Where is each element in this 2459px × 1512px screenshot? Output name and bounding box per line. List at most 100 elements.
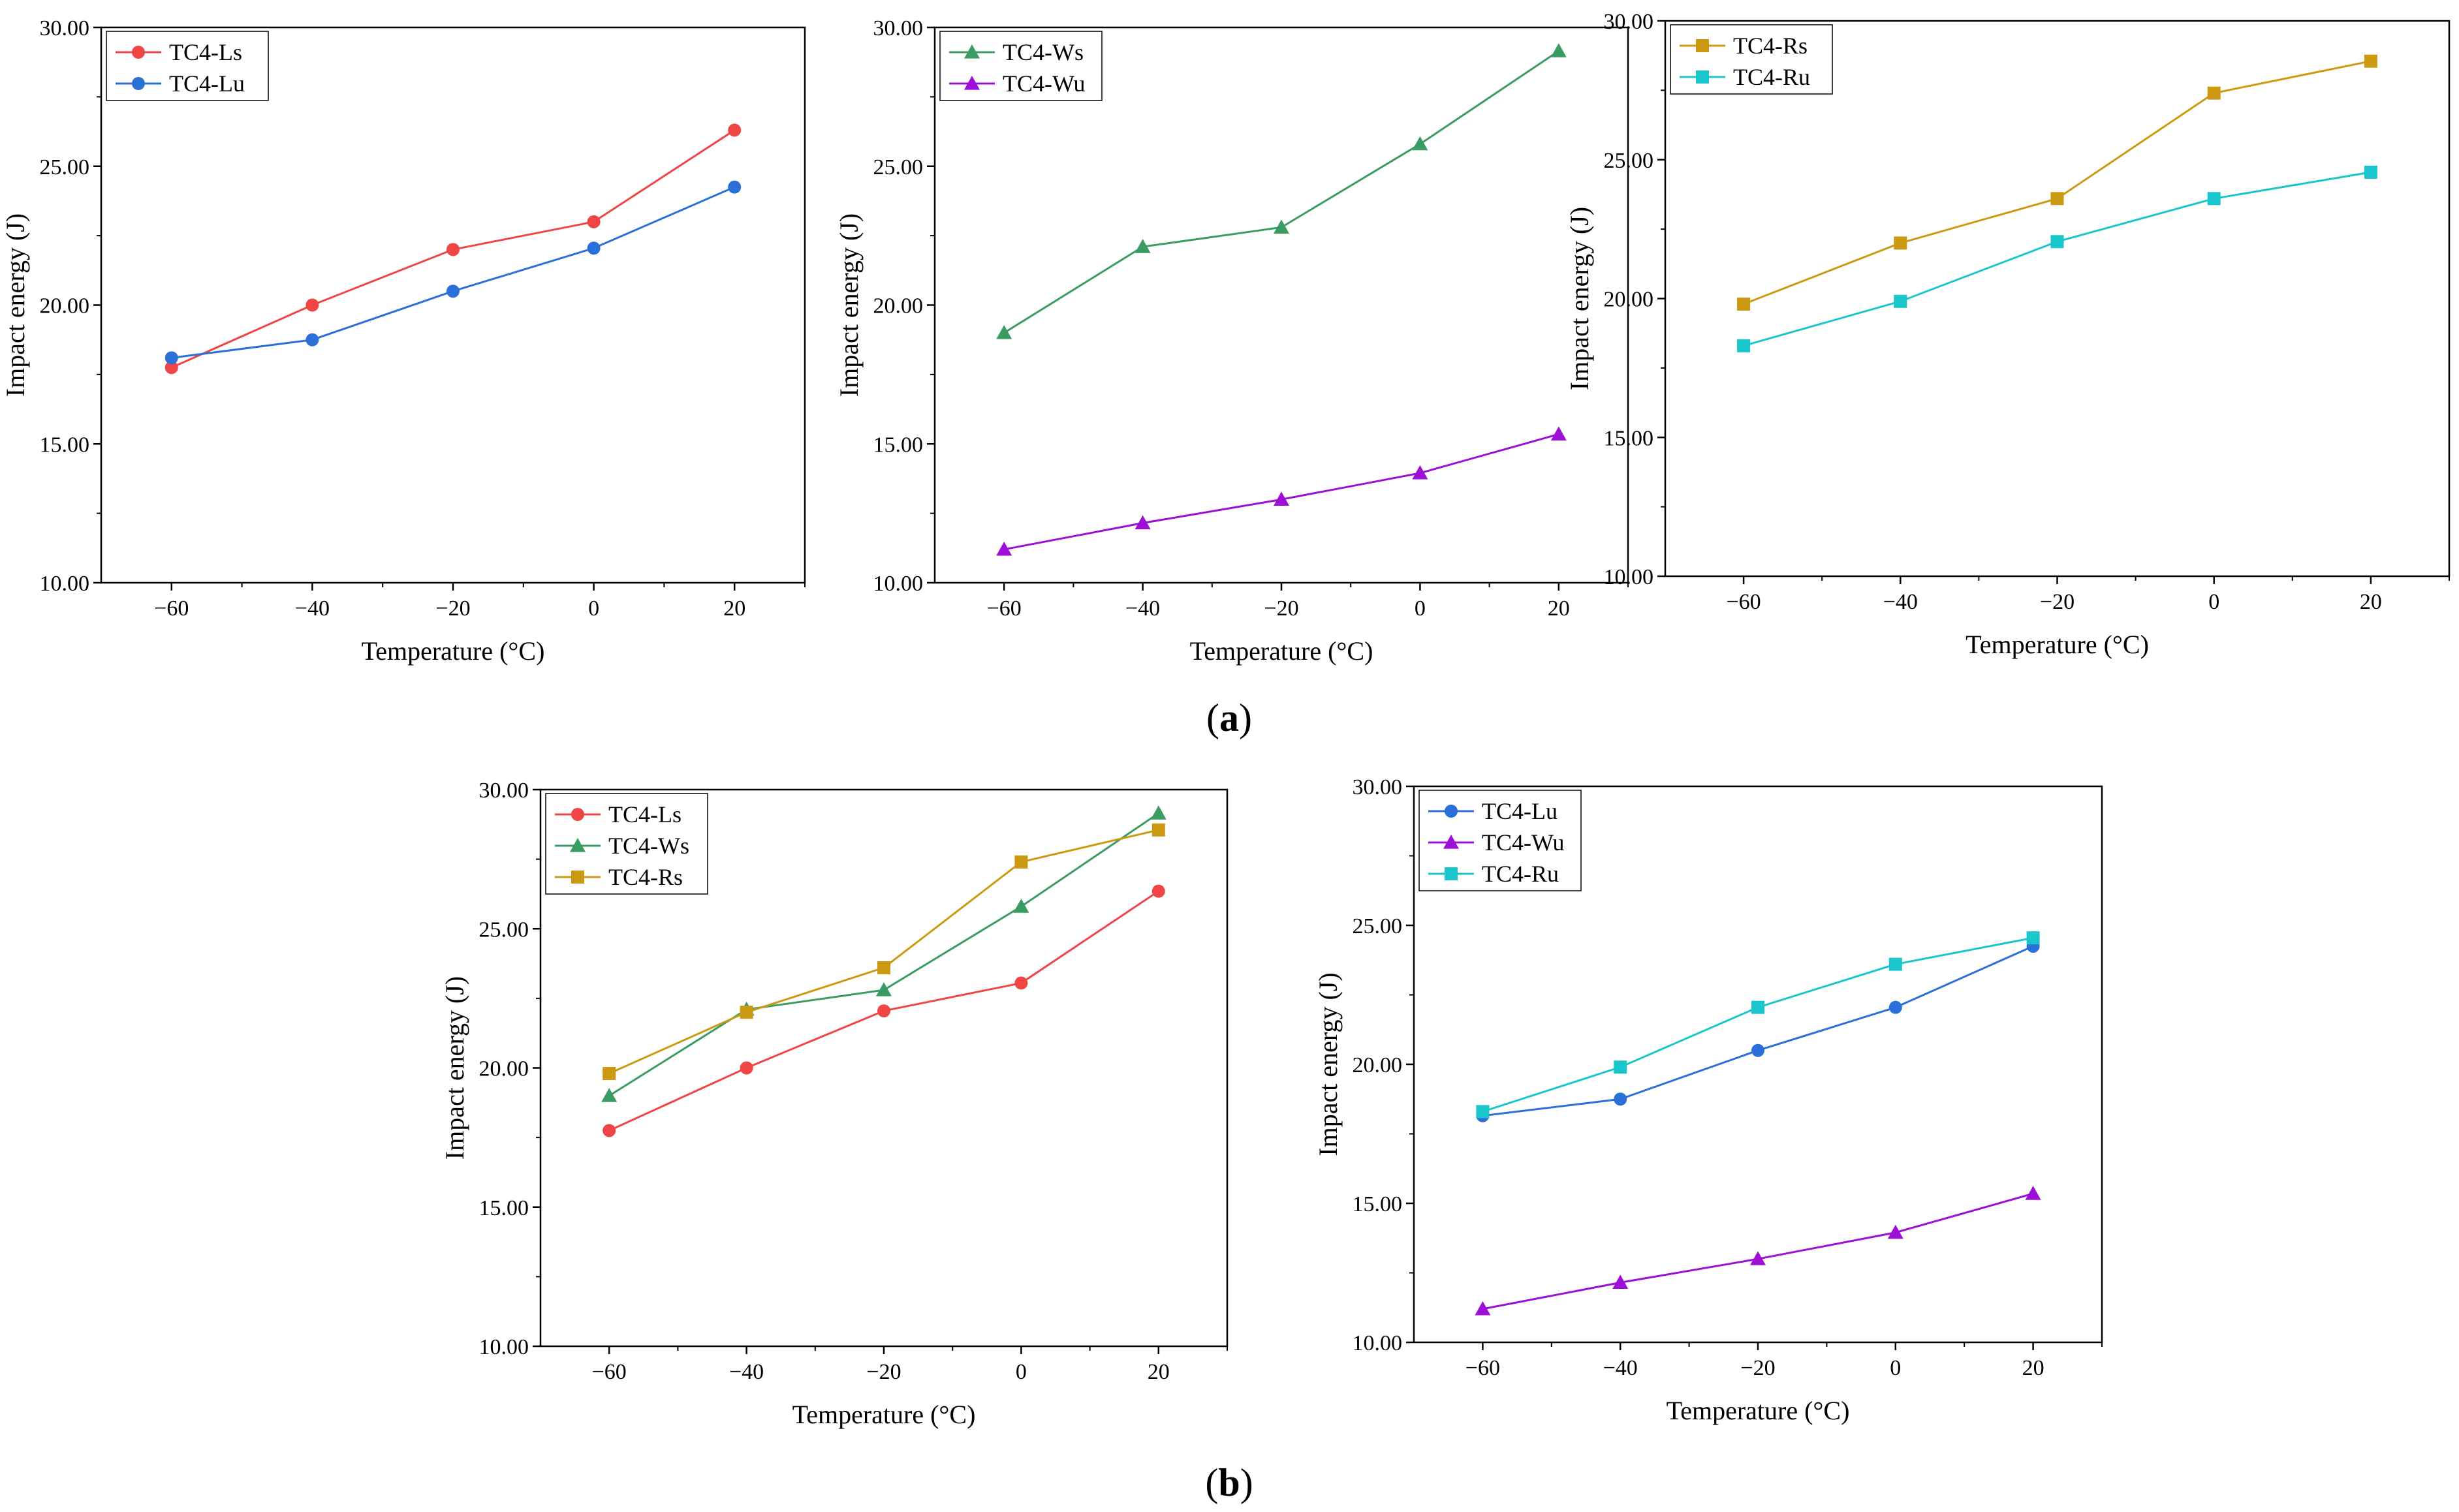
y-tick-label: 15.00 xyxy=(873,433,924,457)
x-tick-label: 0 xyxy=(588,596,599,621)
data-point xyxy=(877,961,890,974)
y-tick-label: 30.00 xyxy=(873,16,924,40)
y-tick-label: 20.00 xyxy=(479,1057,529,1081)
data-point xyxy=(1013,899,1029,913)
y-tick-label: 10.00 xyxy=(1353,1331,1403,1355)
chart-1: −60 −40 −20 0 20 10.00 15.00 20.00 25.00 30.00 Tem… xyxy=(1,16,806,666)
legend-marker xyxy=(1696,70,1709,84)
data-point xyxy=(740,1061,753,1075)
data-point xyxy=(877,1004,890,1018)
x-axis-label: Temperature (°C) xyxy=(1667,1396,1850,1425)
x-tick-label: −20 xyxy=(2040,590,2075,614)
panel-label-a: (a) xyxy=(1206,696,1252,739)
data-point xyxy=(2050,235,2064,249)
data-point xyxy=(728,123,742,137)
data-point xyxy=(587,241,601,255)
legend-box xyxy=(106,31,269,101)
x-tick-label: 20 xyxy=(2022,1356,2044,1380)
data-point xyxy=(1151,823,1165,837)
chart-2: −60 −40 −20 0 20 10.00 15.00 20.00 25.00 30.00 Tem… xyxy=(834,16,1629,666)
legend-marker xyxy=(132,77,145,90)
series-TC4-Ls xyxy=(164,123,742,375)
panel-label-a-open: ( xyxy=(1206,696,1219,739)
y-tick-label: 15.00 xyxy=(1353,1192,1403,1216)
data-point xyxy=(728,180,742,194)
legend-marker xyxy=(1445,867,1458,880)
data-point xyxy=(1750,1251,1766,1265)
x-axis-label: Temperature (°C) xyxy=(362,636,545,666)
data-point xyxy=(603,1124,616,1137)
x-axis-label: Temperature (°C) xyxy=(1966,630,2149,659)
data-point xyxy=(1014,855,1028,869)
data-point xyxy=(1614,1060,1627,1074)
legend: TC4-Ws TC4-Wu xyxy=(939,31,1103,101)
panel-label-b-letter: b xyxy=(1218,1461,1240,1504)
series-TC4-Wu xyxy=(996,426,1567,556)
chart-3: −60 −40 −20 0 20 10.00 15.00 20.00 25.00 30.00 Tem… xyxy=(1565,10,2451,659)
y-axis-label: Impact energy (J) xyxy=(440,976,469,1160)
x-tick-label: 0 xyxy=(1016,1360,1027,1384)
panel-label-a-letter: a xyxy=(1219,696,1239,739)
y-tick-label: 25.00 xyxy=(479,918,529,942)
legend-marker xyxy=(964,44,980,59)
data-point xyxy=(587,215,601,228)
x-tick-label: 0 xyxy=(2208,590,2219,614)
y-tick-label: 25.00 xyxy=(40,155,90,179)
data-point xyxy=(740,1006,753,1019)
series-TC4-Ls xyxy=(603,884,1165,1137)
x-tick-label: −60 xyxy=(987,596,1022,621)
series-TC4-Lu xyxy=(164,180,742,365)
legend-marker xyxy=(571,808,584,821)
legend-label: TC4-Ws xyxy=(1003,39,1084,65)
legend: TC4-Lu TC4-Wu TC4-Ru xyxy=(1418,790,1582,891)
data-point xyxy=(2207,86,2221,100)
y-tick-label: 20.00 xyxy=(1604,288,1654,312)
data-point xyxy=(305,298,319,312)
data-point xyxy=(996,325,1012,339)
legend-marker xyxy=(571,871,584,884)
data-point xyxy=(1151,884,1165,898)
y-tick-label: 15.00 xyxy=(1604,426,1654,450)
y-tick-label: 10.00 xyxy=(479,1335,529,1359)
legend-marker xyxy=(1443,835,1459,849)
y-axis-label: Impact energy (J) xyxy=(1,213,30,397)
data-point xyxy=(1412,136,1428,151)
x-tick-label: 20 xyxy=(723,596,745,621)
legend-label: TC4-Lu xyxy=(1482,798,1558,824)
data-point xyxy=(1150,805,1167,820)
series-TC4-Ru xyxy=(1737,165,2377,352)
data-point xyxy=(1135,515,1151,530)
legend-label: TC4-Ls xyxy=(608,801,681,827)
y-tick-label: 10.00 xyxy=(1604,565,1654,589)
x-tick-label: 20 xyxy=(2360,590,2382,614)
x-tick-label: −40 xyxy=(729,1360,764,1384)
data-point xyxy=(876,982,892,996)
x-axis-label: Temperature (°C) xyxy=(1190,636,1373,666)
x-tick-label: −40 xyxy=(1603,1356,1638,1380)
legend: TC4-Rs TC4-Ru xyxy=(1670,24,1833,95)
data-point xyxy=(1612,1274,1629,1289)
data-point xyxy=(1894,236,1907,250)
series-TC4-Rs xyxy=(1737,54,2377,311)
y-tick-label: 30.00 xyxy=(40,16,90,40)
panel-label-b-open: ( xyxy=(1205,1461,1218,1504)
data-point xyxy=(1614,1092,1627,1106)
legend: TC4-Ls TC4-Ws TC4-Rs xyxy=(545,793,708,895)
data-point xyxy=(446,243,460,256)
data-point xyxy=(996,541,1012,556)
data-point xyxy=(1476,1105,1490,1119)
data-point xyxy=(601,1088,618,1102)
chart-4: −60 −40 −20 0 20 10.00 15.00 20.00 25.00 30.00 Tem… xyxy=(440,779,1229,1429)
data-point xyxy=(1274,491,1289,506)
x-tick-label: −20 xyxy=(1740,1356,1775,1380)
data-point xyxy=(1274,219,1289,234)
data-point xyxy=(1475,1301,1491,1316)
legend-label: TC4-Ru xyxy=(1733,64,1810,90)
data-point xyxy=(2207,192,2221,206)
y-axis-label: Impact energy (J) xyxy=(1565,207,1594,390)
x-tick-label: −20 xyxy=(435,596,470,621)
y-tick-label: 25.00 xyxy=(873,155,924,179)
y-axis-label: Impact energy (J) xyxy=(1313,972,1343,1156)
legend-label: TC4-Ls xyxy=(169,39,242,65)
